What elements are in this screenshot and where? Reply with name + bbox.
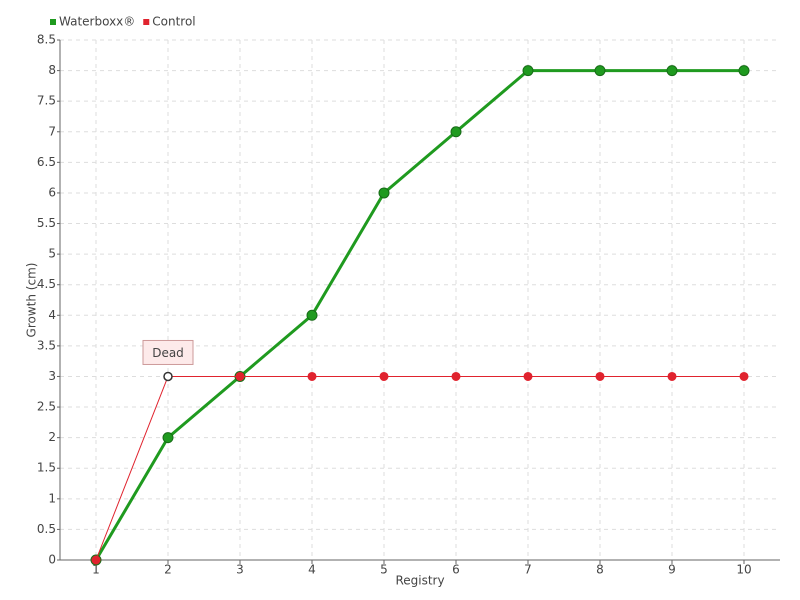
- y-tick-label: 5: [48, 247, 56, 261]
- y-tick-label: 5.5: [37, 216, 56, 230]
- data-point: [379, 371, 389, 381]
- y-tick-label: 6.5: [37, 155, 56, 169]
- y-tick-label: 7.5: [37, 94, 56, 108]
- x-tick-label: 3: [236, 563, 244, 577]
- y-tick-label: 3: [48, 369, 56, 383]
- y-tick-label: 6: [48, 185, 56, 199]
- data-point: [235, 371, 245, 381]
- data-point: [91, 555, 101, 565]
- x-tick-label: 1: [92, 563, 100, 577]
- y-tick-label: 8.5: [37, 33, 56, 47]
- series-line: [95, 375, 744, 561]
- x-tick-label: 9: [668, 563, 676, 577]
- x-tick-label: 5: [380, 563, 388, 577]
- legend-label: Waterboxx®: [59, 15, 135, 29]
- y-tick-label: 1.5: [37, 461, 56, 475]
- y-tick-label: 7: [48, 124, 56, 138]
- legend-swatch: [143, 19, 150, 25]
- y-tick-label: 0.5: [37, 522, 56, 536]
- data-point: [451, 371, 461, 381]
- series-line: [94, 69, 744, 561]
- data-point: [378, 187, 390, 199]
- data-point: [450, 126, 462, 138]
- legend-label: Control: [152, 15, 195, 29]
- annotation: Dead: [152, 346, 184, 360]
- x-tick-label: 8: [596, 563, 604, 577]
- data-point: [667, 371, 677, 381]
- y-axis-label: Growth (cm): [25, 263, 39, 338]
- x-tick-label: 10: [736, 563, 751, 577]
- data-point: [595, 371, 605, 381]
- y-tick-label: 2: [48, 430, 56, 444]
- data-point: [522, 65, 534, 77]
- y-tick-label: 4.5: [37, 277, 56, 291]
- data-point: [523, 371, 533, 381]
- data-point: [307, 371, 317, 381]
- y-tick-label: 3.5: [37, 338, 56, 352]
- x-axis-label: Registry: [395, 574, 444, 588]
- x-tick-label: 7: [524, 563, 532, 577]
- y-tick-label: 1: [48, 491, 56, 505]
- data-point: [162, 432, 174, 444]
- legend-swatch: [50, 19, 56, 25]
- y-tick-label: 4: [48, 308, 56, 322]
- data-point: [594, 65, 606, 77]
- data-point: [163, 371, 173, 382]
- data-point: [306, 309, 318, 321]
- annotation-box: [142, 339, 194, 365]
- x-tick-label: 6: [452, 563, 460, 577]
- x-tick-label: 4: [308, 563, 316, 577]
- data-point: [666, 65, 678, 77]
- data-point: [739, 371, 749, 381]
- y-tick-label: 8: [48, 63, 56, 77]
- y-tick-label: 0: [48, 553, 56, 567]
- y-tick-label: 2.5: [37, 400, 56, 414]
- data-point: [738, 65, 750, 77]
- x-tick-label: 2: [164, 563, 172, 577]
